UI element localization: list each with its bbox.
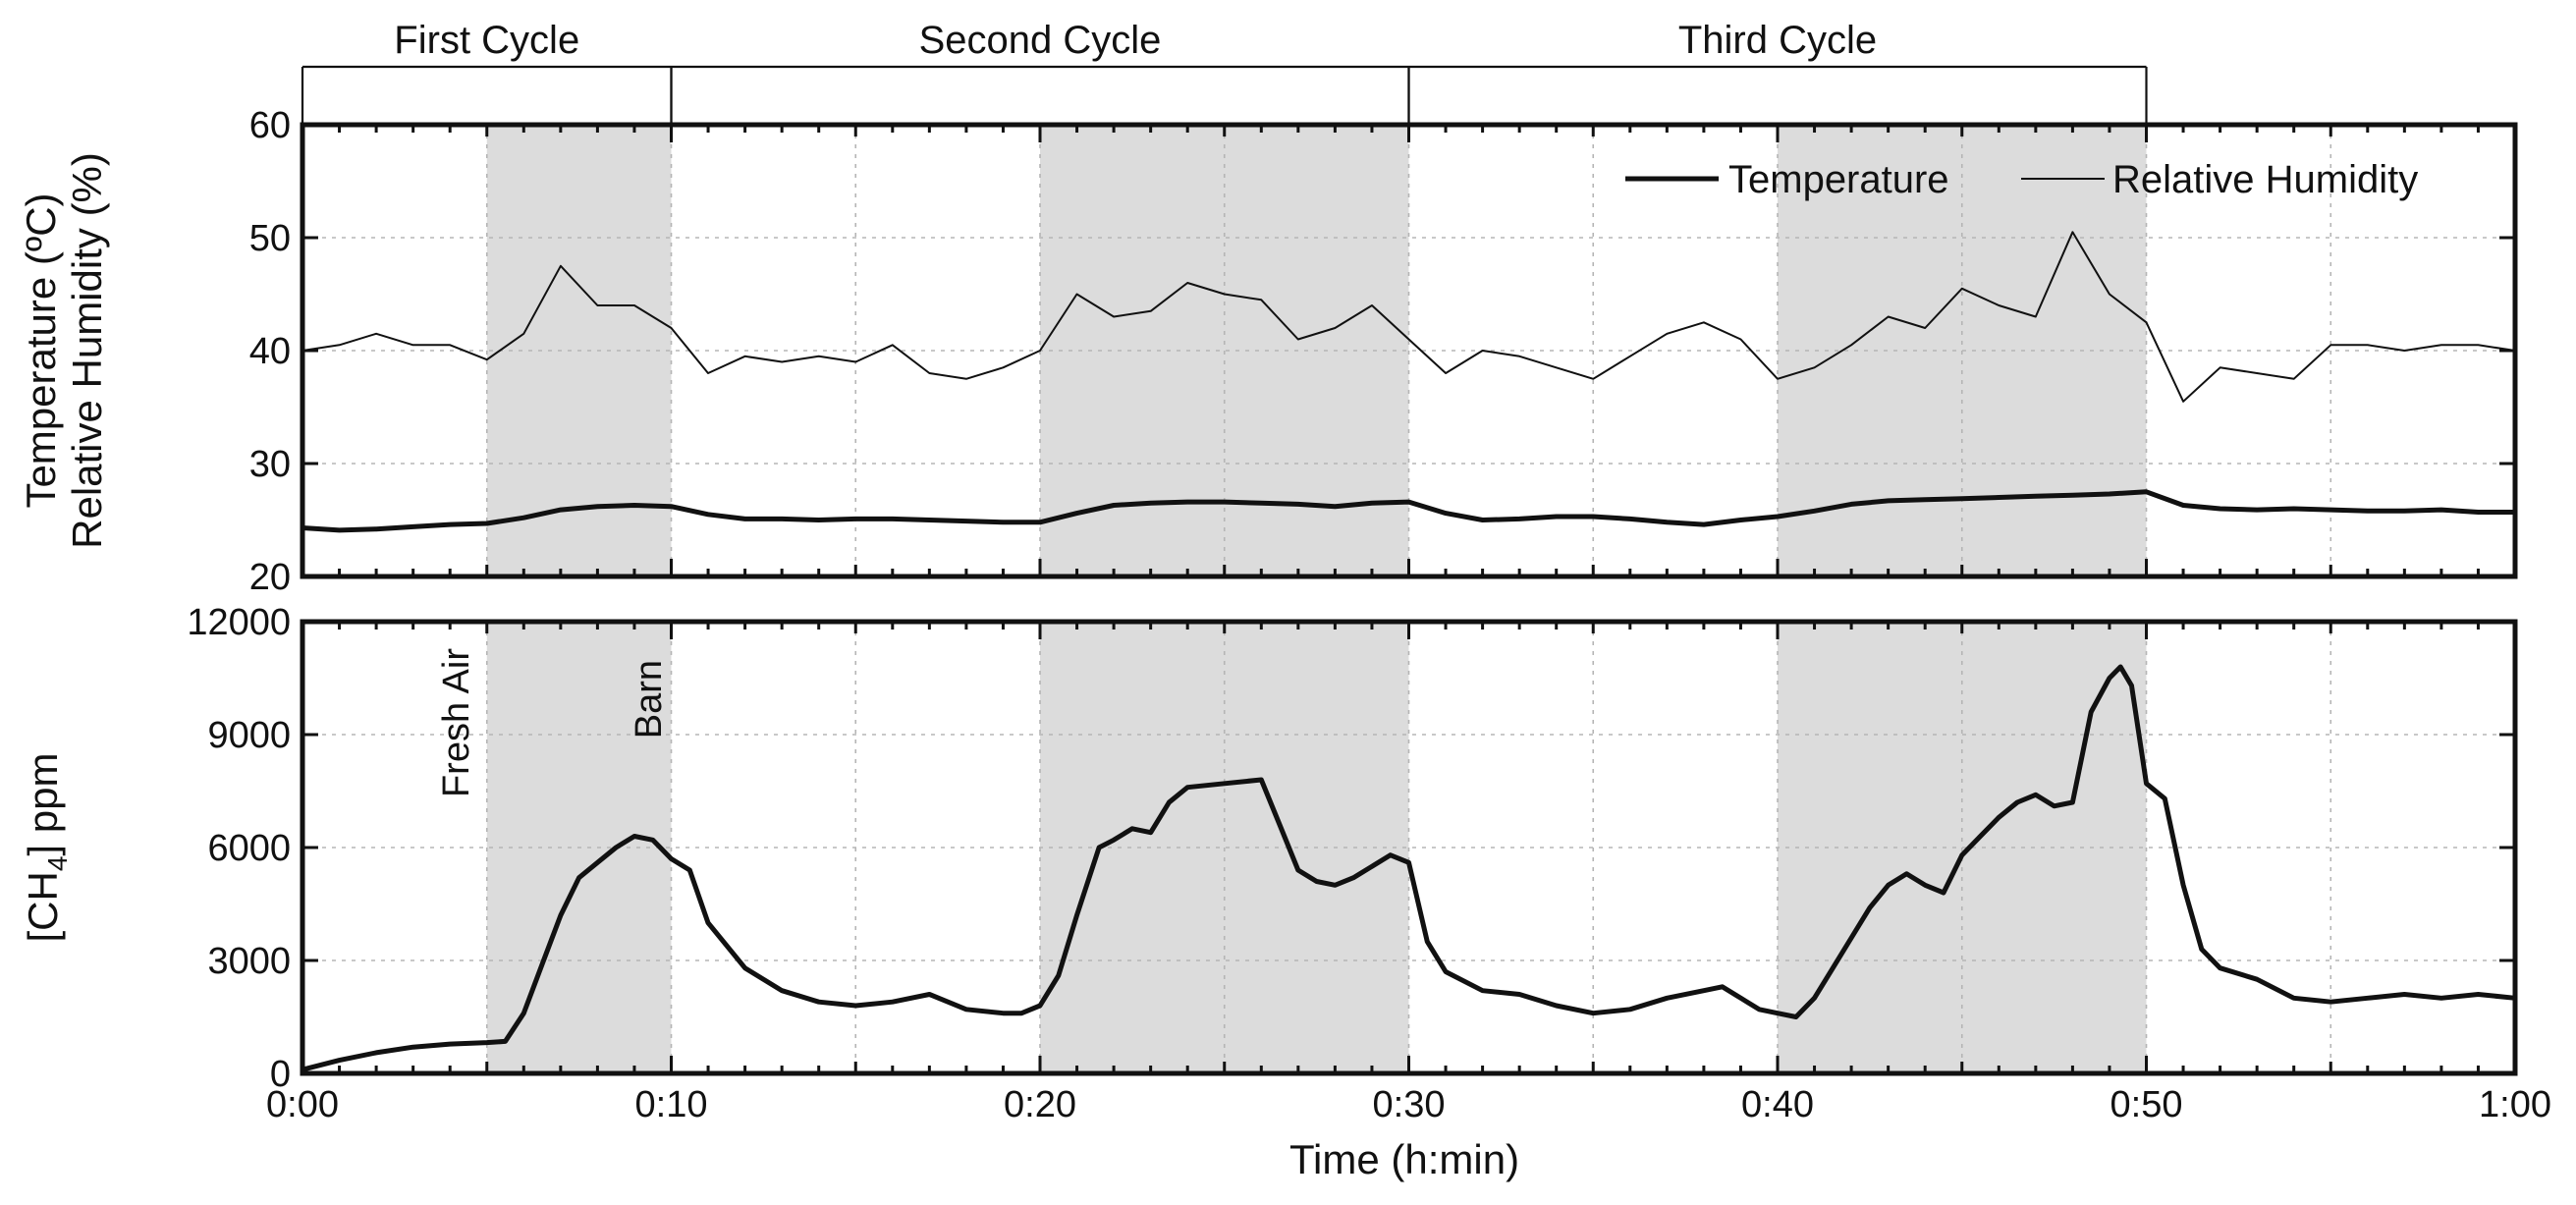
x-tick-label: 0:10 <box>635 1084 708 1125</box>
y-tick-label: 0 <box>270 1054 291 1095</box>
annotation-fresh-air: Fresh Air <box>436 648 477 797</box>
bottom-ylabel: [CH4] ppm <box>20 753 73 943</box>
y-tick-label: 30 <box>249 444 291 485</box>
top-plot-frame <box>300 122 2518 579</box>
top-ylabel-line2: Relative Humidity (%) <box>64 152 110 549</box>
bottom-plot-frame <box>300 619 2518 1076</box>
top-series <box>300 231 2518 533</box>
cycle-label: Third Cycle <box>1678 19 1877 62</box>
y-tick-label: 6000 <box>207 828 291 869</box>
legend-temperature-label: Temperature <box>1728 158 1949 201</box>
x-tick-label: 0:20 <box>1004 1084 1076 1125</box>
temperature-humidity-panel: 20 30 40 50 60 Temperature Relative Humidity… <box>18 105 2518 598</box>
legend-humidity-label: Relative Humidity <box>2112 158 2418 201</box>
x-tick-label: 0:00 <box>266 1084 339 1125</box>
x-tick-label: 0:40 <box>1741 1084 1814 1125</box>
y-tick-label: 40 <box>249 331 291 372</box>
bottom-ylabel-sub: 4 <box>42 856 73 872</box>
cycle-brackets: First Cycle Second Cycle Third Cycle <box>301 19 2148 125</box>
series-line-temperature <box>300 489 2518 533</box>
y-tick-label: 12000 <box>187 602 291 643</box>
bottom-series <box>300 664 2518 1072</box>
annotation-barn: Barn <box>629 660 670 739</box>
bottom-gridlines <box>302 622 2515 1073</box>
series-line-relative-humidity <box>301 231 2516 403</box>
y-tick-label: 3000 <box>207 941 291 982</box>
y-tick-label: 60 <box>249 105 291 146</box>
y-tick-label: 9000 <box>207 715 291 756</box>
x-tick-label: 0:30 <box>1373 1084 1446 1125</box>
top-ylabel-line1: Temperature (ºC) <box>18 192 64 508</box>
cycle-label: First Cycle <box>394 19 579 62</box>
bottom-ylabel-tail: ] ppm <box>20 753 66 856</box>
methane-panel: 0 3000 6000 9000 12000 0:00 0:10 0:20 0:30 0:40 0:… <box>20 602 2551 1182</box>
series-line--ch4- <box>300 664 2518 1072</box>
cycle-label: Second Cycle <box>919 19 1162 62</box>
x-axis-title: Time (h:min) <box>1289 1136 1519 1182</box>
bottom-ylabel-main: [CH <box>20 871 66 942</box>
x-tick-label: 1:00 <box>2479 1084 2551 1125</box>
x-tick-label: 0:50 <box>2110 1084 2183 1125</box>
y-tick-label: 50 <box>249 218 291 259</box>
y-tick-label: 20 <box>249 557 291 598</box>
legend: Temperature Relative Humidity <box>1625 158 2418 201</box>
